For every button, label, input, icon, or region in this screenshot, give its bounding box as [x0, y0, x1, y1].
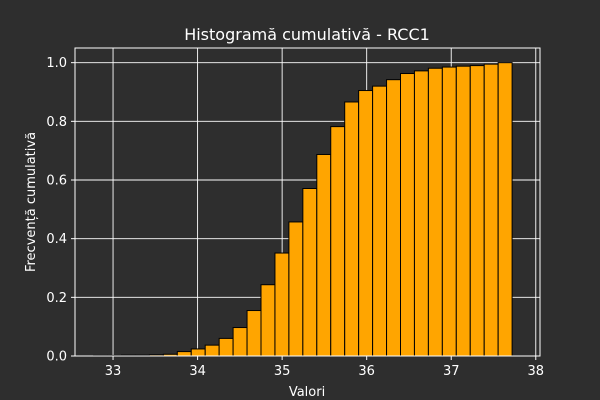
- histogram-bar: [330, 126, 346, 357]
- x-tick-label: 36: [358, 364, 375, 379]
- histogram-bar: [302, 188, 318, 357]
- y-axis-label: Frecvență cumulativă: [24, 132, 39, 272]
- y-tick-label: 0.6: [46, 174, 67, 189]
- x-tick-label: 33: [105, 364, 122, 379]
- y-tick-label: 0.0: [46, 350, 67, 365]
- histogram-bar: [372, 85, 388, 357]
- y-tick-label: 0.2: [46, 291, 67, 306]
- histogram-bar: [176, 351, 192, 357]
- histogram-bar: [469, 65, 485, 357]
- histogram-bar: [260, 284, 276, 357]
- histogram-bar: [204, 344, 220, 357]
- histogram-bar: [358, 90, 374, 357]
- x-tick-label: 38: [527, 364, 544, 379]
- histogram-bar: [190, 348, 206, 357]
- y-tick-label: 0.4: [46, 232, 67, 247]
- y-tick-label: 0.8: [46, 115, 67, 130]
- histogram-bar: [400, 73, 415, 357]
- x-tick-label: 37: [443, 364, 460, 379]
- histogram-bar: [344, 101, 360, 357]
- histogram-bar: [441, 66, 457, 357]
- x-tick-label: 35: [274, 364, 291, 379]
- axes: 33 34 35 36 37 38 0.0 0.2 0.4 0.6 0.8 1.0: [46, 47, 544, 379]
- histogram-bar: [274, 252, 290, 357]
- histogram-bar: [497, 62, 513, 357]
- histogram-bar: [455, 65, 471, 357]
- histogram-bar: [483, 63, 499, 357]
- histogram-bar: [427, 67, 443, 357]
- histogram-bar: [288, 221, 304, 357]
- x-axis-label: Valori: [289, 385, 325, 400]
- axes-frame: [74, 47, 541, 357]
- histogram-bar: [386, 79, 401, 357]
- histogram-bar: [232, 327, 248, 357]
- histogram-bar: [316, 153, 332, 357]
- y-tick-label: 1.0: [46, 56, 67, 71]
- bars: [93, 62, 513, 357]
- histogram-bar: [246, 310, 262, 357]
- histogram-bar: [413, 70, 429, 357]
- x-tick-label: 34: [189, 364, 206, 379]
- chart-title: Histogramă cumulativă - RCC1: [184, 25, 430, 44]
- histogram-bar: [218, 337, 234, 357]
